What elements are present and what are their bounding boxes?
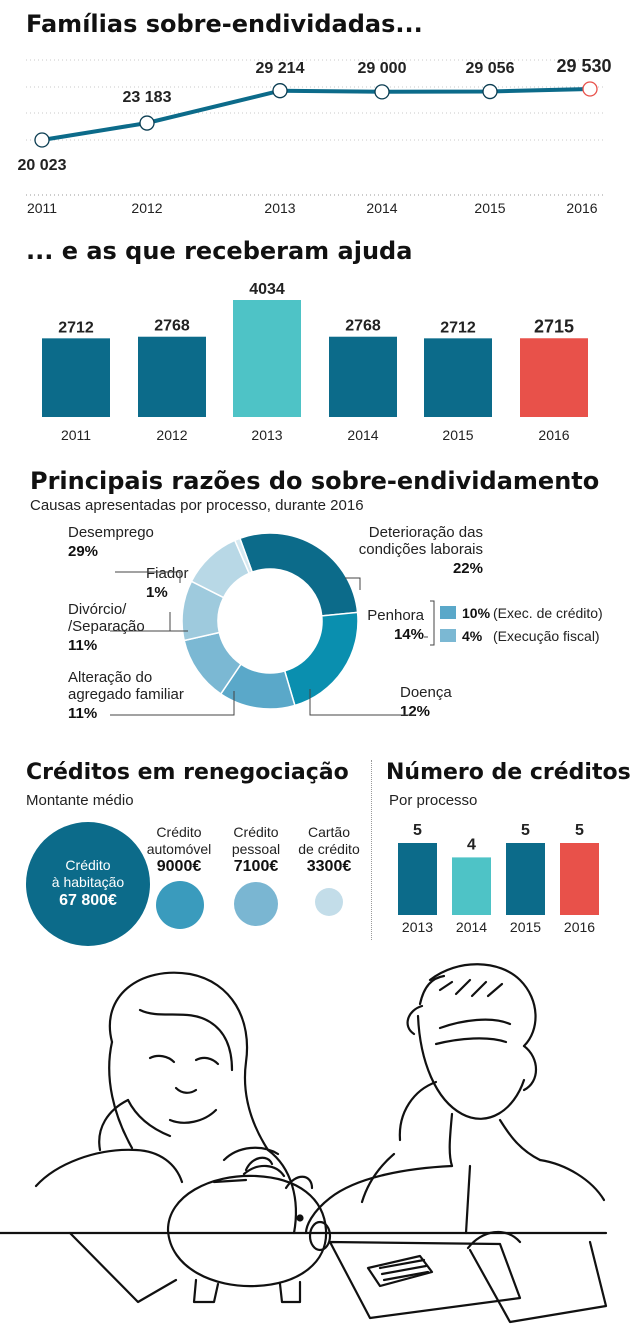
count-chart-subtitle: Por processo <box>389 792 477 809</box>
bar-2016 <box>520 338 588 417</box>
x-tick-2016: 2016 <box>566 200 597 216</box>
penhora-bracket <box>430 601 434 645</box>
data-label-2013: 29 214 <box>256 60 305 77</box>
bar-value-2013: 4034 <box>249 281 285 298</box>
count-tick-2015: 2015 <box>510 919 541 935</box>
count-bar-2013 <box>398 843 437 915</box>
donut-chart-title: Principais razões do sobre-endividamento <box>30 467 599 495</box>
count-value-2013: 5 <box>413 822 422 839</box>
donut-label-4-line0: Alteração do <box>68 669 152 686</box>
bar-value-2012: 2768 <box>154 318 190 335</box>
data-point-2016 <box>583 82 597 96</box>
data-point-2015 <box>483 85 497 99</box>
donut-pct-2: 14% <box>394 626 424 643</box>
line-chart: 20 023 2011 23 183 2012 29 214 2013 29 000 2014… <box>0 0 640 225</box>
data-point-2013 <box>273 84 287 98</box>
bar-tick-2013: 2013 <box>251 427 282 443</box>
donut-label-3-line0: Doença <box>400 684 452 701</box>
count-bar-2014 <box>452 857 491 915</box>
bar-tick-2015: 2015 <box>442 427 473 443</box>
donut-slice-0 <box>240 533 358 616</box>
donut-pct-1: 22% <box>453 560 483 577</box>
penhora-desc-1: (Execução fiscal) <box>493 628 600 644</box>
penhora-swatch-0 <box>440 606 456 619</box>
data-point-2011 <box>35 133 49 147</box>
bar-value-2015: 2712 <box>440 319 476 336</box>
count-value-2014: 4 <box>467 836 476 853</box>
donut-label-5-line0: Divórcio/ <box>68 601 127 618</box>
x-tick-2015: 2015 <box>474 200 505 216</box>
donut-label-6-line0: Fiador <box>146 565 189 582</box>
bar-tick-2014: 2014 <box>347 427 378 443</box>
bar-tick-2012: 2012 <box>156 427 187 443</box>
x-tick-2013: 2013 <box>264 200 295 216</box>
data-label-2011: 20 023 <box>18 157 67 174</box>
count-bar-2016 <box>560 843 599 915</box>
donut-pct-5: 11% <box>68 637 97 654</box>
donut-label-1-line0: Deterioração das <box>369 524 483 541</box>
count-tick-2013: 2013 <box>402 919 433 935</box>
count-bar-chart: 5 2013 4 2014 5 2015 5 2016 <box>0 815 640 945</box>
credits-title: Créditos em renegociação <box>26 760 349 785</box>
penhora-swatch-1 <box>440 629 456 642</box>
count-chart-title: Número de créditos <box>386 760 631 785</box>
bar-2015 <box>424 338 492 417</box>
credits-subtitle: Montante médio <box>26 792 134 809</box>
count-bar-2015 <box>506 843 545 915</box>
penhora-pct-1: 4% <box>462 628 483 644</box>
bar-tick-2011: 2011 <box>61 427 91 443</box>
count-value-2015: 5 <box>521 822 530 839</box>
donut-pct-6: 1% <box>146 584 168 601</box>
donut-label-5-line1: /Separação <box>68 618 145 635</box>
data-point-2012 <box>140 116 154 130</box>
data-label-2015: 29 056 <box>466 60 515 77</box>
bar-chart: 2712 2011 2768 2012 4034 2013 2768 2014 2712 2015… <box>0 260 640 450</box>
count-tick-2014: 2014 <box>456 919 487 935</box>
donut-chart-subtitle: Causas apresentadas por processo, durant… <box>30 497 364 514</box>
x-tick-2012: 2012 <box>131 200 162 216</box>
count-tick-2016: 2016 <box>564 919 595 935</box>
data-point-2014 <box>375 85 389 99</box>
count-value-2016: 5 <box>575 822 584 839</box>
penhora-desc-0: (Exec. de crédito) <box>493 605 603 621</box>
x-tick-2014: 2014 <box>366 200 397 216</box>
couple-illustration <box>0 950 640 1335</box>
donut-label-1-line1: condições laborais <box>359 541 483 558</box>
donut-pct-0: 29% <box>68 543 98 560</box>
data-label-2014: 29 000 <box>358 60 407 77</box>
penhora-pct-0: 10% <box>462 605 491 621</box>
donut-pct-4: 11% <box>68 705 97 722</box>
data-label-2016: 29 530 <box>556 56 611 76</box>
donut-label-4-line1: agregado familiar <box>68 686 184 703</box>
bar-2013 <box>233 300 301 417</box>
bar-value-2014: 2768 <box>345 318 381 335</box>
donut-label-0-line0: Desemprego <box>68 524 154 541</box>
bar-tick-2016: 2016 <box>538 427 569 443</box>
bar-2012 <box>138 337 206 417</box>
bar-2014 <box>329 337 397 417</box>
x-tick-2011: 2011 <box>27 200 57 216</box>
bar-value-2016: 2715 <box>534 316 574 336</box>
donut-pct-3: 12% <box>400 703 430 720</box>
data-label-2012: 23 183 <box>123 89 172 106</box>
bar-2011 <box>42 338 110 417</box>
bar-value-2011: 2712 <box>58 319 94 336</box>
donut-slice-1 <box>285 612 358 705</box>
donut-label-2-line0: Penhora <box>367 607 424 624</box>
